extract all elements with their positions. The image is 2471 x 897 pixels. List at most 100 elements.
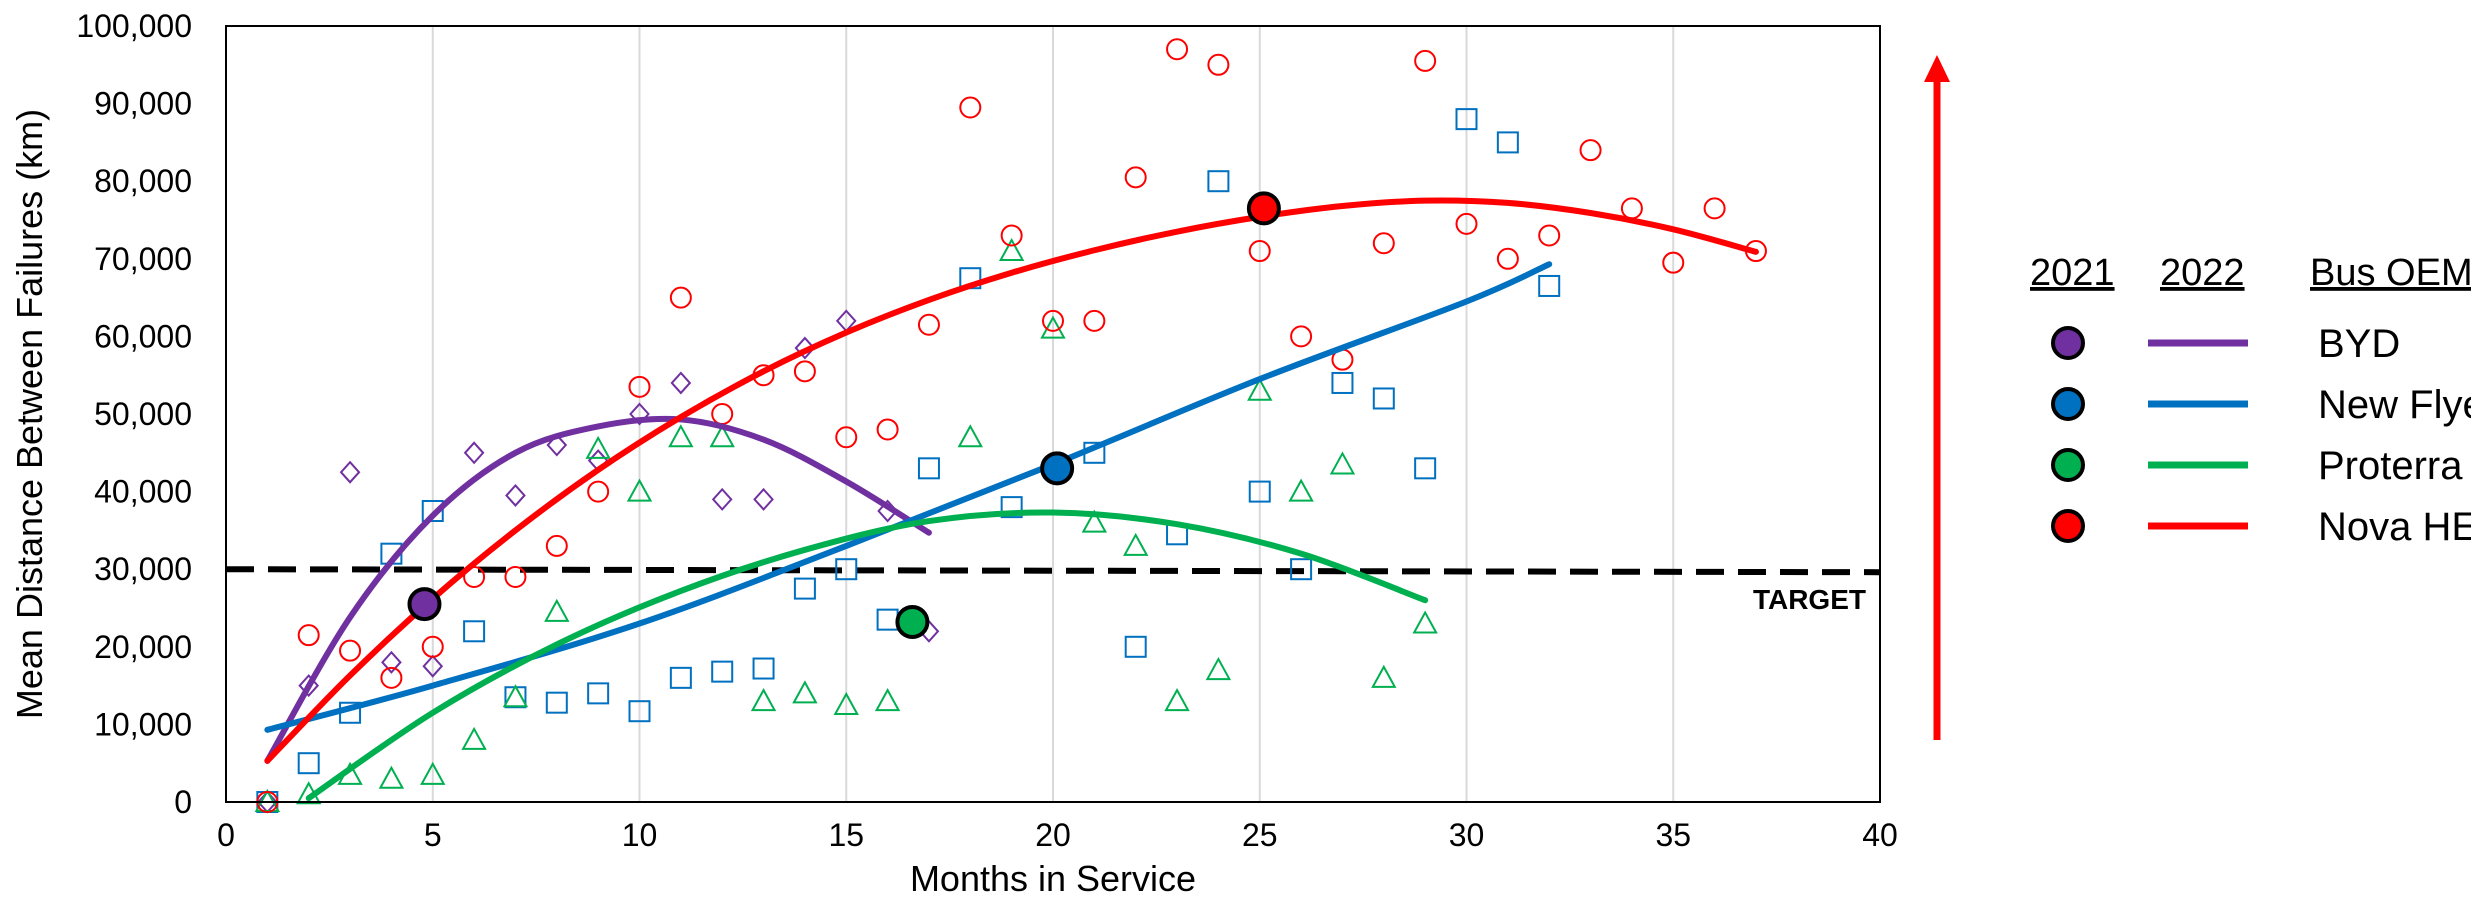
- data-point: [669, 666, 692, 689]
- data-point: [668, 424, 694, 448]
- marker-2021: [1040, 451, 1075, 486]
- data-point: [422, 654, 444, 678]
- data-point: [1496, 247, 1519, 270]
- data-point: [1455, 212, 1478, 235]
- data-point: [1372, 232, 1395, 255]
- data-point: [1329, 451, 1356, 475]
- data-point: [917, 313, 940, 336]
- y-tick-label: 60,000: [94, 318, 192, 354]
- data-point: [380, 666, 403, 689]
- legend: 2021 2022 Bus OEM BYD New Flyer Proterra Nova …: [2030, 252, 2471, 549]
- data-point: [297, 624, 320, 647]
- x-tick-label: 30: [1449, 817, 1485, 853]
- legend-label: Nova HEV: [2318, 505, 2471, 549]
- data-point: [1124, 635, 1147, 658]
- legend-marker-icon: [2051, 509, 2085, 543]
- trend-lines: [264, 197, 1759, 802]
- data-point: [585, 435, 611, 459]
- data-point: [792, 680, 818, 704]
- plot-area-frame: [225, 25, 1881, 803]
- data-point: [752, 657, 775, 680]
- data-point: [750, 688, 777, 712]
- data-point: [545, 534, 568, 557]
- trend-line: [264, 197, 1759, 764]
- y-tick-label: 40,000: [94, 474, 192, 510]
- data-point: [298, 674, 320, 698]
- data-point: [753, 487, 774, 511]
- data-point: [626, 478, 653, 502]
- data-point: [959, 96, 982, 119]
- data-point: [1455, 108, 1478, 131]
- data-point: [421, 500, 444, 522]
- up-arrow-icon: [1924, 55, 1950, 740]
- x-tick-label: 40: [1862, 817, 1898, 853]
- data-point: [711, 660, 734, 683]
- data-point: [1000, 224, 1023, 247]
- legend-header: 2022: [2160, 252, 2245, 294]
- trend-line: [264, 415, 932, 764]
- x-axis-ticks: 0 5 10 15 20 25 30 35 40: [217, 817, 1898, 853]
- data-point: [1414, 49, 1437, 72]
- data-point: [1248, 480, 1271, 503]
- data-point: [339, 460, 361, 484]
- data-point: [1083, 309, 1106, 332]
- data-points: [254, 38, 1767, 814]
- grid-lines: [431, 26, 1675, 802]
- data-point: [381, 650, 402, 674]
- data-point: [1123, 532, 1149, 556]
- x-tick-label: 35: [1655, 817, 1691, 853]
- marker-2021: [1246, 191, 1281, 226]
- data-point: [297, 752, 320, 775]
- marker-2021: [895, 604, 930, 639]
- data-point: [1579, 139, 1602, 162]
- y-tick-label: 90,000: [94, 86, 192, 122]
- data-point: [711, 487, 733, 511]
- markers-2021: [407, 191, 1281, 639]
- data-point: [1662, 251, 1685, 274]
- data-point: [1290, 558, 1313, 581]
- data-point: [1290, 325, 1313, 348]
- y-tick-label: 70,000: [94, 241, 192, 277]
- data-point: [628, 700, 651, 723]
- data-point: [628, 375, 651, 398]
- data-point: [669, 286, 692, 309]
- trend-line: [305, 509, 1429, 802]
- legend-header: Bus OEM: [2310, 252, 2471, 294]
- data-point: [544, 598, 570, 622]
- arrow-head: [1924, 55, 1950, 82]
- data-point: [1166, 38, 1189, 61]
- data-point: [1496, 131, 1519, 154]
- x-tick-label: 0: [217, 817, 235, 853]
- data-point: [421, 635, 444, 658]
- legend-marker-icon: [2051, 387, 2085, 421]
- x-tick-label: 25: [1242, 817, 1278, 853]
- x-tick-label: 10: [622, 817, 658, 853]
- y-tick-label: 50,000: [94, 396, 192, 432]
- data-point: [1205, 657, 1232, 681]
- target-line: [225, 566, 1881, 576]
- data-point: [1538, 274, 1561, 297]
- x-tick-label: 20: [1035, 817, 1071, 853]
- data-point: [504, 565, 527, 588]
- data-point: [1040, 315, 1066, 339]
- data-point: [1538, 224, 1561, 247]
- data-point: [1042, 309, 1064, 332]
- data-point: [629, 402, 650, 426]
- data-point: [1000, 496, 1023, 519]
- data-point: [833, 691, 859, 715]
- data-point: [1412, 610, 1438, 634]
- data-point: [461, 726, 487, 750]
- x-tick-label: 5: [424, 817, 442, 853]
- y-tick-label: 80,000: [94, 163, 192, 199]
- data-point: [1248, 240, 1271, 263]
- data-point: [1331, 371, 1354, 394]
- data-point: [835, 558, 858, 581]
- y-tick-label: 0: [174, 784, 192, 820]
- legend-label: New Flyer: [2318, 383, 2471, 427]
- data-point: [1372, 387, 1395, 410]
- y-tick-label: 30,000: [94, 551, 192, 587]
- data-point: [917, 457, 940, 480]
- data-point: [709, 424, 735, 448]
